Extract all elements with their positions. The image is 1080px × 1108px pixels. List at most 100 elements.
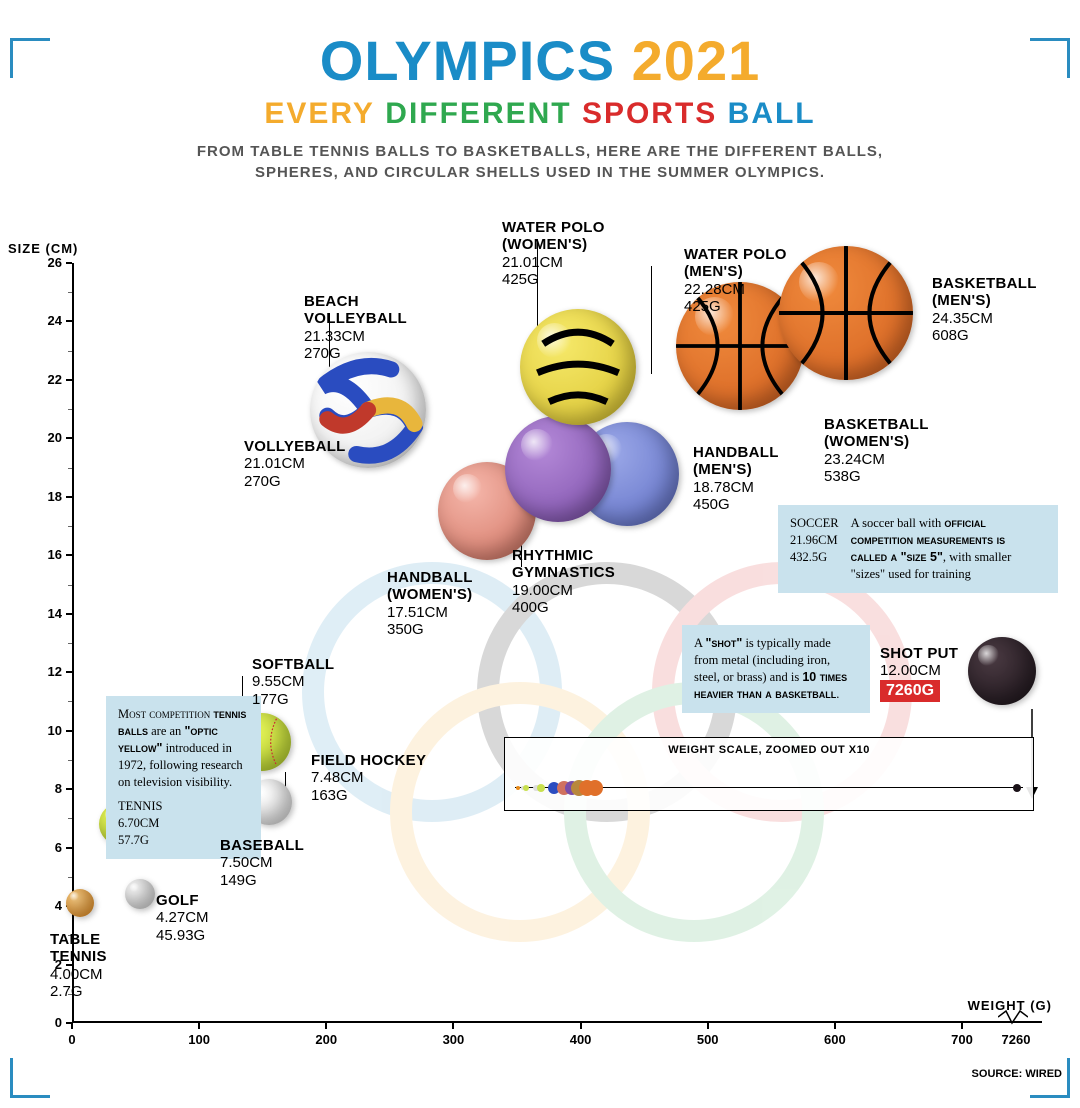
y-tick xyxy=(66,379,72,381)
page-subtitle: EVERY DIFFERENT SPORTS BALL xyxy=(0,97,1080,131)
x-tick xyxy=(198,1023,200,1029)
ball-label: FIELD HOCKEY7.48CM163G xyxy=(311,752,426,804)
olympic-ring xyxy=(564,682,824,942)
title-main-text: OLYMPICS xyxy=(320,29,615,92)
x-tick-label: 300 xyxy=(443,1032,465,1047)
x-tick xyxy=(834,1023,836,1029)
zoom-panel: WEIGHT SCALE, ZOOMED OUT X10 xyxy=(504,737,1034,811)
ball-label: BASKETBALL(WOMEN'S)23.24CM538G xyxy=(824,416,929,485)
y-tick-minor xyxy=(68,701,72,702)
x-tick-label: 600 xyxy=(824,1032,846,1047)
frame-corner-tl xyxy=(10,38,50,78)
y-tick-minor xyxy=(68,877,72,878)
y-tick-label: 24 xyxy=(30,313,62,328)
frame-corner-bl xyxy=(10,1058,50,1098)
y-tick-minor xyxy=(68,292,72,293)
title-block: OLYMPICS 2021 EVERY DIFFERENT SPORTS BAL… xyxy=(0,28,1080,183)
zoom-dot xyxy=(1013,784,1021,792)
y-tick xyxy=(66,262,72,264)
y-tick xyxy=(66,320,72,322)
ball-shot-put xyxy=(968,637,1036,705)
y-tick-minor xyxy=(68,585,72,586)
subtitle-word: EVERY xyxy=(264,97,375,131)
y-tick-minor xyxy=(68,818,72,819)
callout-soccer: SOCCER21.96CM432.5GA soccer ball with of… xyxy=(778,505,1058,593)
ball-label: BASKETBALL(MEN'S)24.35CM608G xyxy=(932,275,1037,344)
y-tick xyxy=(66,554,72,556)
ball-golf xyxy=(125,879,155,909)
zoom-dot xyxy=(587,780,603,796)
y-tick-label: 18 xyxy=(30,489,62,504)
y-tick-minor xyxy=(68,526,72,527)
ball-label: GOLF4.27CM45.93G xyxy=(156,892,209,944)
x-tick-label-break: 7260 xyxy=(1002,1032,1031,1047)
y-tick-minor xyxy=(68,351,72,352)
ball-label: VOLLYEBALL21.01CM270G xyxy=(244,438,346,490)
subtitle-word: BALL xyxy=(728,97,816,131)
y-tick-label: 26 xyxy=(30,255,62,270)
ball-label: WATER POLO(MEN'S)22.28CM425G xyxy=(684,246,787,315)
y-tick xyxy=(66,437,72,439)
y-tick xyxy=(66,847,72,849)
page-description: FROM TABLE TENNIS BALLS TO BASKETBALLS, … xyxy=(0,141,1080,183)
y-tick xyxy=(66,788,72,790)
x-tick xyxy=(71,1023,73,1029)
x-tick-label: 500 xyxy=(697,1032,719,1047)
y-tick-label: 16 xyxy=(30,547,62,562)
y-tick-label: 14 xyxy=(30,606,62,621)
y-tick-label: 6 xyxy=(30,840,62,855)
zoom-dot xyxy=(523,785,529,791)
source-credit: SOURCE: WIRED xyxy=(972,1068,1062,1080)
x-axis xyxy=(72,1021,1042,1023)
y-tick-label: 10 xyxy=(30,723,62,738)
y-tick xyxy=(66,496,72,498)
leader-line xyxy=(651,266,652,374)
frame-corner-tr xyxy=(1030,38,1070,78)
ball-label: HANDBALL(WOMEN'S)17.51CM350G xyxy=(387,569,473,638)
ball-label: WATER POLO(WOMEN'S)21.01CM425G xyxy=(502,219,605,288)
zoom-dot xyxy=(516,786,520,790)
title-year: 2021 xyxy=(632,29,761,92)
x-tick-label: 0 xyxy=(68,1032,75,1047)
ball-label: SOFTBALL9.55CM177G xyxy=(252,656,334,708)
x-tick xyxy=(325,1023,327,1029)
zoom-dot xyxy=(537,784,545,792)
callout-tennis: Most competition tennis balls are an "op… xyxy=(106,696,261,859)
x-axis-title: WEIGHT (G) xyxy=(968,998,1052,1013)
y-axis-title: SIZE (CM) xyxy=(8,241,78,256)
x-tick-label: 200 xyxy=(315,1032,337,1047)
y-tick-label: 8 xyxy=(30,781,62,796)
ball-label: HANDBALL(MEN'S)18.78CM450G xyxy=(693,444,779,513)
x-tick xyxy=(452,1023,454,1029)
ball-label: RHYTHMICGYMNASTICS19.00CM400G xyxy=(512,547,615,616)
x-tick-label: 100 xyxy=(188,1032,210,1047)
y-tick-minor xyxy=(68,760,72,761)
ball-water-polo-women-s- xyxy=(520,309,636,425)
y-tick xyxy=(66,730,72,732)
x-tick xyxy=(580,1023,582,1029)
callout-shot: A "shot" is typically made from metal (i… xyxy=(682,625,870,713)
ball-rhythmic-gymnastics xyxy=(505,416,611,522)
ball-table-tennis xyxy=(66,889,94,917)
y-tick-minor xyxy=(68,409,72,410)
zoom-panel-title: WEIGHT SCALE, ZOOMED OUT X10 xyxy=(668,744,870,756)
x-tick-label: 400 xyxy=(570,1032,592,1047)
x-tick xyxy=(961,1023,963,1029)
y-tick-label: 20 xyxy=(30,430,62,445)
subtitle-word: SPORTS xyxy=(582,97,717,131)
scatter-plot: 02468101214161820222426SIZE (CM)01002003… xyxy=(72,263,1052,1053)
y-tick xyxy=(66,613,72,615)
y-tick-label: 22 xyxy=(30,372,62,387)
page-title: OLYMPICS 2021 xyxy=(0,28,1080,93)
ball-basketball-men-s- xyxy=(779,246,913,380)
subtitle-word: DIFFERENT xyxy=(385,97,571,131)
ball-label: TABLETENNIS4.00CM2.7G xyxy=(50,931,107,1000)
ball-label: BEACHVOLLEYBALL21.33CM270G xyxy=(304,293,407,362)
y-tick-label: 0 xyxy=(30,1015,62,1030)
y-tick-label: 4 xyxy=(30,898,62,913)
y-tick-label: 12 xyxy=(30,664,62,679)
y-tick xyxy=(66,671,72,673)
ball-label: SHOT PUT12.00CM7260G xyxy=(880,645,958,702)
ball-label: BASEBALL7.50CM149G xyxy=(220,837,304,889)
y-tick-minor xyxy=(68,643,72,644)
